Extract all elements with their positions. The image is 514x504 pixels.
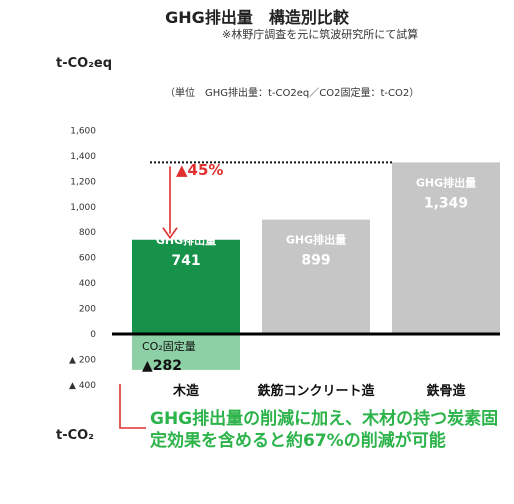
y-tick-label: 800 (79, 228, 96, 238)
y-tick-label: 200 (79, 305, 96, 315)
bar-ghg-2 (262, 219, 370, 334)
co2-fixation-label: CO₂固定量 (142, 339, 196, 353)
bar-label: GHG排出量 (156, 233, 216, 247)
chart-subtitle: ※林野庁調査を元に筑波研究所にて試算 (222, 28, 419, 41)
category-label: 鉄骨造 (426, 383, 466, 399)
reduction-percent-label: ▲45% (176, 161, 223, 179)
y-tick-label: 1,400 (70, 152, 96, 162)
bar-ghg-1 (132, 239, 240, 334)
bar-co2-fixation (132, 334, 240, 370)
y-tick-label: 600 (79, 254, 96, 264)
y-axis-unit-bottom: t-CO₂ (56, 428, 94, 443)
y-tick-label: 1,000 (70, 203, 96, 213)
y-tick-label: 0 (90, 330, 96, 340)
reduction-arrow-head (162, 227, 178, 240)
co2-fixation-value: ▲282 (142, 358, 182, 374)
conclusion-text: GHG排出量の削減に加え、木材の持つ炭素固定効果を含めると約67%の削減が可能 (150, 409, 499, 451)
y-tick-label: 1,200 (70, 177, 96, 187)
bar-value-label: 741 (171, 253, 200, 269)
conclusion-connector (119, 384, 146, 429)
category-label: 鉄筋コンクリート造 (257, 383, 375, 399)
bar-value-label: 899 (301, 253, 330, 269)
y-tick-label: ▲ 200 (69, 355, 96, 365)
bar-label: GHG排出量 (416, 175, 476, 189)
chart-unit-note: （単位 GHG排出量：t-CO2eq／CO2固定量：t-CO2） (165, 88, 420, 99)
category-label: 木造 (172, 383, 200, 399)
bar-value-label: 1,349 (424, 195, 468, 211)
y-tick-label: 1,600 (70, 126, 96, 136)
chart-title: GHG排出量 構造別比較 (165, 8, 349, 27)
bar-ghg-3 (392, 162, 500, 334)
y-axis-unit-top: t-CO₂eq (56, 56, 113, 71)
bar-label: GHG排出量 (286, 233, 346, 247)
y-tick-label: ▲ 400 (69, 381, 96, 391)
y-tick-label: 400 (79, 279, 96, 289)
